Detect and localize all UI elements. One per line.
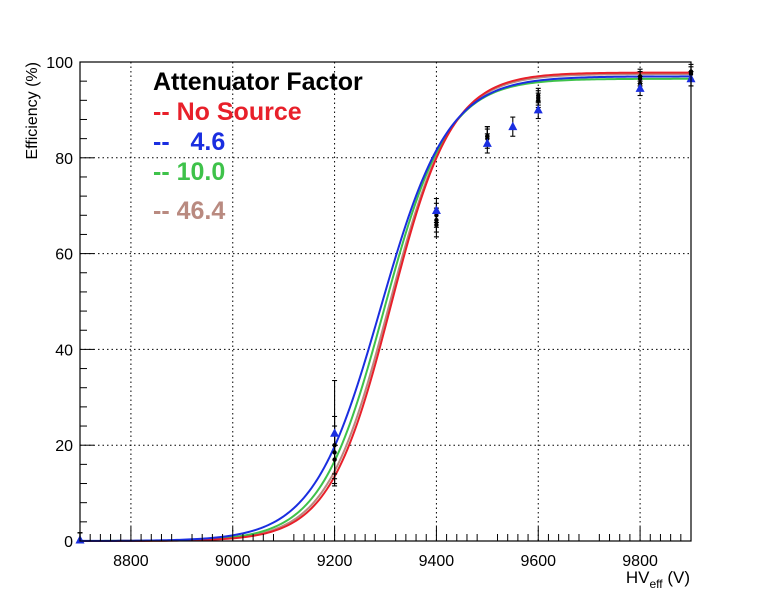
axis-ticks: 8800 9000 9200 9400 9600 9800 0 20 40 60 80 100 (46, 55, 682, 570)
plot-frame (79, 61, 692, 542)
data-point-no-source (536, 93, 541, 98)
y-axis-label: Efficiency (%) (24, 62, 41, 160)
data-point-no-source (637, 74, 643, 79)
y-tick-label: 0 (64, 534, 73, 551)
legend: Attenuator Factor -- No Source -- 4.6 --… (153, 68, 363, 225)
legend-entry-4-6: -- 4.6 (153, 128, 225, 156)
legend-title: Attenuator Factor (153, 68, 363, 96)
x-tick-label: 9600 (520, 553, 556, 570)
grid-lines (80, 62, 691, 541)
y-tick-label: 80 (55, 151, 73, 168)
data-point-no-source (434, 222, 439, 228)
data-point-4-6 (508, 121, 518, 131)
y-tick-label: 20 (55, 438, 73, 455)
x-axis-label-subscript: eff (649, 577, 663, 591)
legend-entry-46-4: -- 46.4 (153, 197, 225, 225)
y-tick-label: 40 (55, 342, 73, 359)
data-points (75, 63, 696, 544)
data-point-4-6 (635, 83, 645, 92)
y-tick-label: 100 (46, 55, 73, 72)
legend-entry-10-0: -- 10.0 (153, 158, 225, 186)
x-tick-label: 9000 (215, 553, 251, 570)
x-axis-label: HVeff (V) (626, 568, 690, 591)
legend-entry-no-source: -- No Source (153, 98, 302, 126)
x-axis-label-main: HV (626, 568, 650, 587)
x-tick-label: 9800 (622, 553, 658, 570)
x-tick-label: 8800 (113, 553, 149, 570)
y-tick-label: 60 (55, 247, 73, 264)
data-point-4-6 (533, 104, 543, 114)
fit-curve-4-6 (79, 75, 692, 542)
data-point-4-6 (431, 205, 441, 214)
data-point-4-6 (330, 428, 340, 437)
x-axis-label-unit: (V) (663, 568, 690, 587)
x-tick-label: 9200 (317, 553, 353, 570)
data-point-4-6 (482, 138, 492, 147)
x-tick-label: 9400 (419, 553, 455, 570)
